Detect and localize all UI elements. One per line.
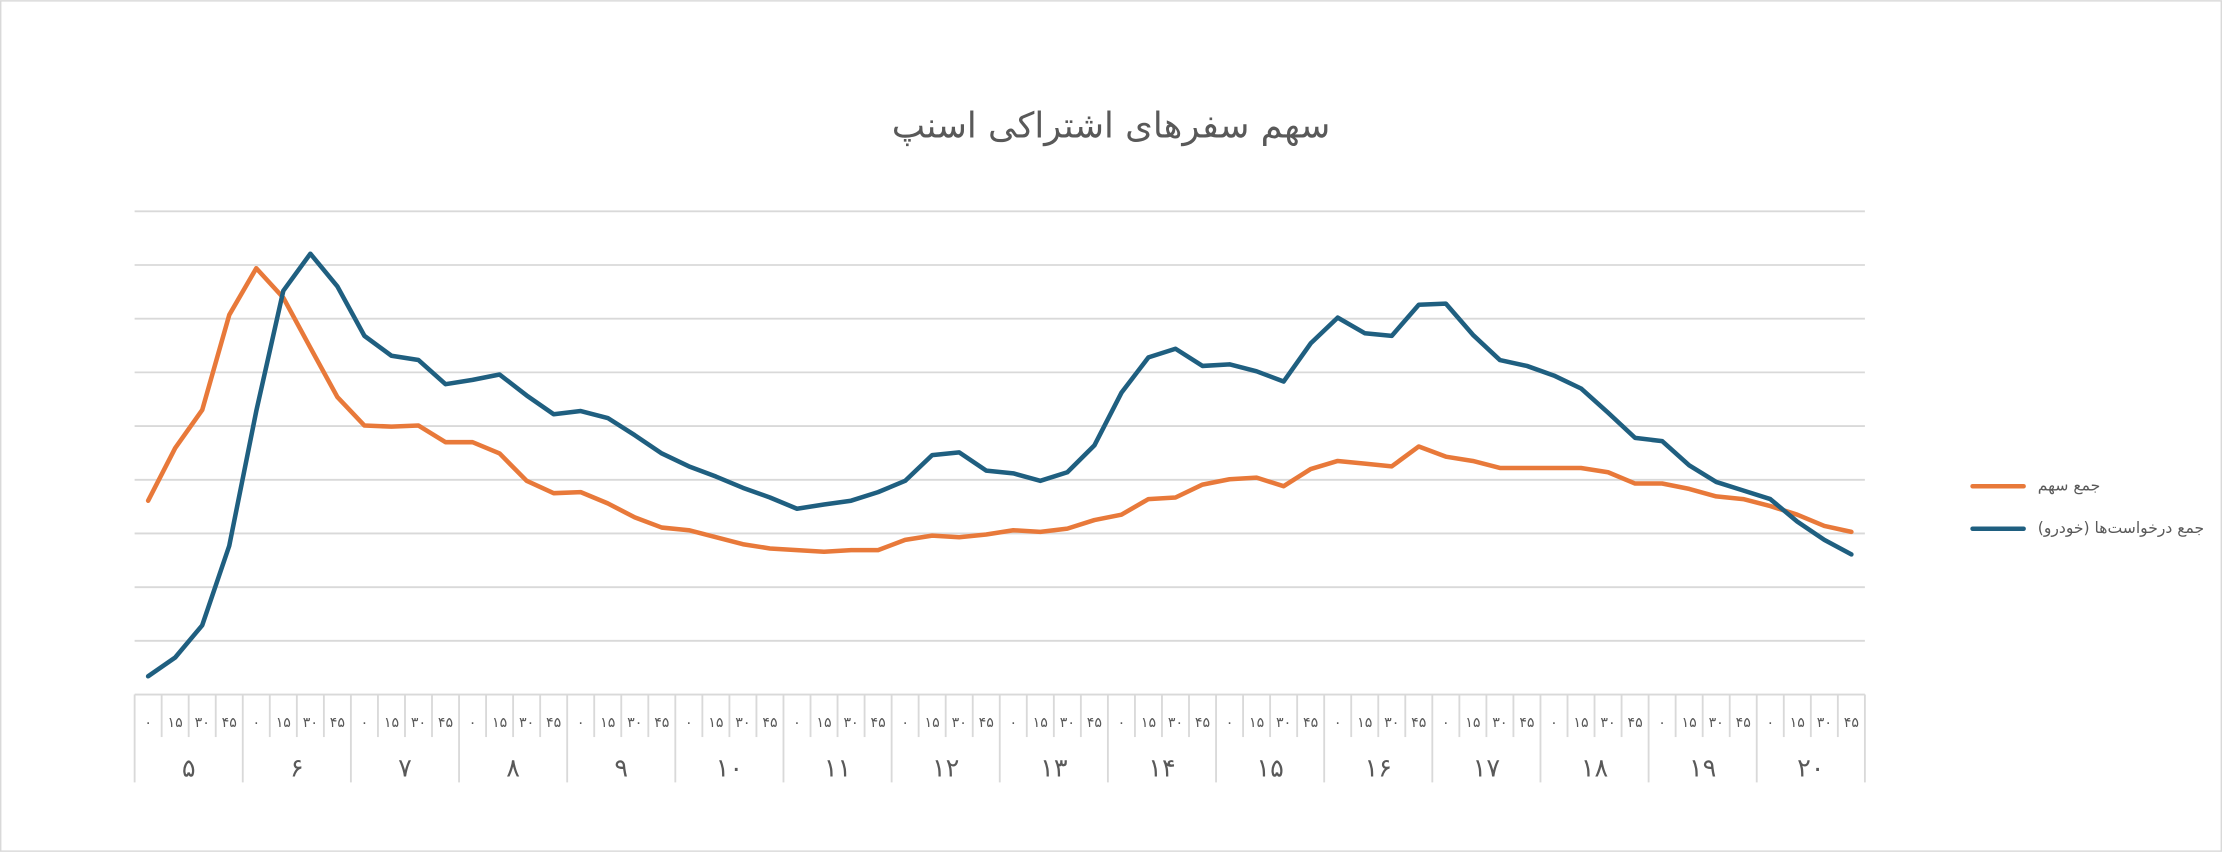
x-tick-label: ۱۵	[1357, 715, 1372, 731]
x-tick-label: ۱۵	[1465, 715, 1480, 731]
x-tick-label: ۴۵	[1519, 715, 1534, 731]
x-tick-label: ۰	[469, 715, 477, 731]
x-tick-label: ۰	[361, 715, 369, 731]
x-tick-label: ۰	[1226, 715, 1234, 731]
x-tick-label: ۴۵	[654, 715, 669, 731]
x-tick-label: ۳۰	[1384, 715, 1399, 731]
x-tick-label: ۳۰	[195, 715, 210, 731]
x-tick-label: ۳۰	[1168, 715, 1183, 731]
x-tick-label: ۳۰	[303, 715, 318, 731]
x-tick-label: ۴۵	[979, 715, 994, 731]
x-tick-label: ۳۰	[519, 715, 534, 731]
x-tick-label: ۱۵	[1682, 715, 1697, 731]
x-tick-label: ۱۵	[1141, 715, 1156, 731]
x-group-label: ۹	[614, 754, 628, 784]
x-tick-label: ۰	[1334, 715, 1342, 731]
x-tick-label: ۱۵	[925, 715, 940, 731]
x-tick-label: ۰	[144, 715, 152, 731]
x-tick-label: ۱۵	[816, 715, 831, 731]
x-tick-label: ۳۰	[627, 715, 642, 731]
x-tick-label: ۳۰	[952, 715, 967, 731]
x-tick-label: ۱۵	[1033, 715, 1048, 731]
x-tick-label: ۱۵	[1573, 715, 1588, 731]
x-group-label: ۶	[290, 754, 304, 784]
x-tick-label: ۴۵	[1411, 715, 1426, 731]
x-tick-label: ۰	[577, 715, 585, 731]
x-tick-label: ۳۰	[1600, 715, 1615, 731]
chart-title: سهم سفرهای اشتراکی اسنپ	[892, 106, 1330, 147]
x-tick-label: ۱۵	[1790, 715, 1805, 731]
x-tick-label: ۴۵	[1087, 715, 1102, 731]
x-group-label: ۱۸	[1581, 754, 1608, 784]
x-group-label: ۸	[506, 754, 520, 784]
x-group-label: ۱۳	[1040, 754, 1067, 784]
x-tick-label: ۳۰	[735, 715, 750, 731]
series-line	[145, 265, 1854, 554]
x-group-label: ۱۰	[716, 754, 743, 784]
x-tick-label: ۰	[685, 715, 693, 731]
x-tick-label: ۰	[1658, 715, 1666, 731]
x-tick-label: ۰	[1009, 715, 1017, 731]
series-line	[145, 251, 1854, 679]
x-tick-label: ۳۰	[1060, 715, 1075, 731]
x-tick-label: ۴۵	[1627, 715, 1642, 731]
x-group-label: ۱۶	[1365, 754, 1392, 784]
legend-label: جمع درخواست‌ها (خودرو)	[2038, 519, 2204, 538]
x-tick-label: ۴۵	[870, 715, 885, 731]
x-tick-label: ۴۵	[1303, 715, 1318, 731]
x-group-label: ۵	[182, 754, 196, 784]
x-group-label: ۱۱	[824, 754, 851, 784]
x-tick-label: ۳۰	[843, 715, 858, 731]
x-tick-label: ۴۵	[1195, 715, 1210, 731]
x-tick-label: ۳۰	[1276, 715, 1291, 731]
x-group-label: ۲۰	[1797, 754, 1824, 784]
x-group-label: ۱۵	[1256, 754, 1283, 784]
x-tick-label: ۱۵	[1249, 715, 1264, 731]
x-tick-label: ۱۵	[384, 715, 399, 731]
x-group-label: ۷	[398, 754, 412, 784]
x-tick-label: ۴۵	[330, 715, 345, 731]
x-tick-label: ۱۵	[492, 715, 507, 731]
legend-label: جمع سهم	[2038, 477, 2100, 496]
x-tick-label: ۱۵	[276, 715, 291, 731]
x-tick-label: ۰	[793, 715, 801, 731]
x-tick-label: ۰	[252, 715, 260, 731]
x-tick-label: ۴۵	[546, 715, 561, 731]
x-group-label: ۱۴	[1148, 754, 1175, 784]
x-tick-label: ۱۵	[600, 715, 615, 731]
x-group-label: ۱۲	[932, 754, 959, 784]
x-tick-label: ۰	[901, 715, 909, 731]
x-group-label: ۱۹	[1689, 754, 1716, 784]
x-tick-label: ۴۵	[222, 715, 237, 731]
x-tick-label: ۰	[1550, 715, 1558, 731]
x-tick-label: ۱۵	[168, 715, 183, 731]
x-tick-label: ۴۵	[1736, 715, 1751, 731]
x-group-label: ۱۷	[1473, 754, 1500, 784]
x-tick-label: ۳۰	[1492, 715, 1507, 731]
x-tick-label: ۳۰	[1817, 715, 1832, 731]
x-tick-label: ۰	[1118, 715, 1126, 731]
x-tick-label: ۴۵	[438, 715, 453, 731]
x-tick-label: ۳۰	[1709, 715, 1724, 731]
x-tick-label: ۴۵	[1844, 715, 1859, 731]
x-tick-label: ۱۵	[708, 715, 723, 731]
x-tick-label: ۳۰	[411, 715, 426, 731]
x-tick-label: ۴۵	[762, 715, 777, 731]
x-tick-label: ۰	[1766, 715, 1774, 731]
x-tick-label: ۰	[1442, 715, 1450, 731]
